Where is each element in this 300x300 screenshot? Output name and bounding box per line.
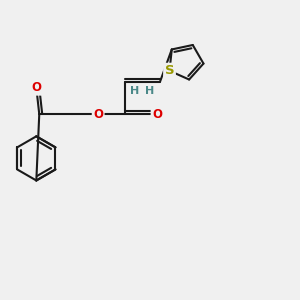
Text: S: S [165,64,174,77]
Text: O: O [31,81,41,94]
Text: H: H [145,86,154,96]
Text: O: O [93,108,103,121]
Text: H: H [130,86,140,96]
Text: O: O [152,108,162,121]
